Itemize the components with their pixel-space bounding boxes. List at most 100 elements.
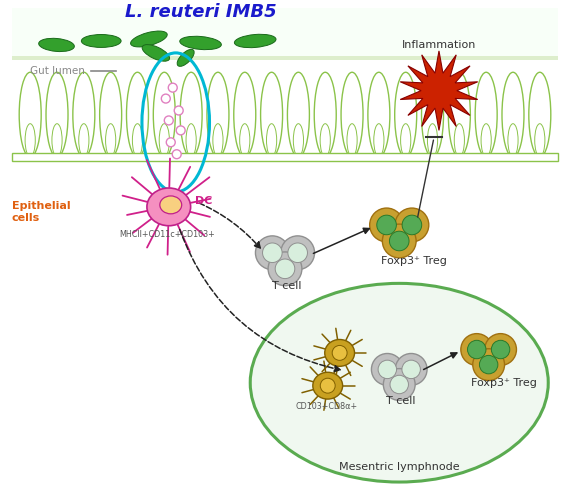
- Ellipse shape: [401, 123, 411, 157]
- Ellipse shape: [147, 188, 190, 226]
- Text: Inflammation: Inflammation: [402, 40, 476, 50]
- Circle shape: [479, 355, 498, 374]
- Circle shape: [382, 224, 416, 258]
- Ellipse shape: [454, 123, 465, 157]
- Ellipse shape: [234, 72, 256, 157]
- Ellipse shape: [250, 284, 548, 482]
- Bar: [12, 153, 558, 161]
- Circle shape: [491, 340, 510, 359]
- Text: L. reuteri IMB5: L. reuteri IMB5: [125, 3, 276, 21]
- Bar: [12, 56, 558, 60]
- Ellipse shape: [180, 36, 221, 50]
- Polygon shape: [400, 51, 478, 130]
- Text: Foxp3⁺ Treg: Foxp3⁺ Treg: [471, 378, 536, 387]
- Ellipse shape: [105, 123, 116, 157]
- Ellipse shape: [341, 72, 363, 157]
- Circle shape: [402, 360, 421, 379]
- Text: DC: DC: [194, 196, 212, 206]
- Ellipse shape: [177, 49, 194, 66]
- Text: MHCII+CD11c+CD103+: MHCII+CD11c+CD103+: [119, 230, 215, 239]
- Circle shape: [255, 236, 289, 270]
- Circle shape: [281, 236, 315, 270]
- Text: Gut lumen: Gut lumen: [30, 66, 84, 76]
- Circle shape: [473, 349, 504, 381]
- Ellipse shape: [131, 31, 167, 47]
- Ellipse shape: [160, 196, 182, 214]
- Circle shape: [467, 340, 486, 359]
- Bar: [12, 8, 558, 58]
- Circle shape: [390, 375, 409, 394]
- Ellipse shape: [73, 72, 95, 157]
- Circle shape: [384, 368, 415, 400]
- Circle shape: [168, 83, 177, 92]
- Circle shape: [263, 243, 282, 263]
- Ellipse shape: [368, 72, 390, 157]
- Ellipse shape: [347, 123, 357, 157]
- Ellipse shape: [234, 34, 276, 48]
- Text: Mesentric lymphnode: Mesentric lymphnode: [339, 462, 459, 472]
- Circle shape: [461, 334, 492, 366]
- Circle shape: [320, 378, 335, 393]
- Ellipse shape: [267, 123, 276, 157]
- Ellipse shape: [320, 123, 331, 157]
- Ellipse shape: [502, 72, 524, 157]
- Text: T cell: T cell: [272, 281, 302, 291]
- Ellipse shape: [481, 123, 491, 157]
- Ellipse shape: [153, 72, 176, 157]
- Ellipse shape: [535, 123, 545, 157]
- Circle shape: [389, 231, 409, 251]
- Ellipse shape: [180, 72, 202, 157]
- Circle shape: [395, 208, 429, 242]
- Ellipse shape: [127, 72, 148, 157]
- Text: CD103+CD8α+: CD103+CD8α+: [296, 402, 358, 410]
- Ellipse shape: [394, 72, 417, 157]
- Ellipse shape: [52, 123, 62, 157]
- Ellipse shape: [213, 123, 223, 157]
- Ellipse shape: [428, 123, 438, 157]
- Ellipse shape: [25, 123, 35, 157]
- Ellipse shape: [19, 72, 41, 157]
- Ellipse shape: [508, 123, 518, 157]
- Circle shape: [288, 243, 307, 263]
- Ellipse shape: [132, 123, 142, 157]
- Circle shape: [484, 334, 516, 366]
- Text: T cell: T cell: [386, 396, 416, 406]
- Ellipse shape: [529, 72, 551, 157]
- Ellipse shape: [325, 340, 355, 366]
- Circle shape: [268, 252, 302, 285]
- Ellipse shape: [79, 123, 89, 157]
- Ellipse shape: [100, 72, 121, 157]
- Circle shape: [395, 353, 427, 386]
- Circle shape: [378, 360, 397, 379]
- Circle shape: [172, 150, 181, 159]
- Ellipse shape: [294, 123, 303, 157]
- Ellipse shape: [39, 39, 74, 52]
- Ellipse shape: [475, 72, 497, 157]
- Circle shape: [402, 215, 422, 235]
- Circle shape: [161, 94, 170, 103]
- Circle shape: [164, 116, 173, 125]
- Ellipse shape: [314, 72, 336, 157]
- Circle shape: [174, 106, 183, 115]
- Ellipse shape: [207, 72, 229, 157]
- Ellipse shape: [46, 72, 68, 157]
- Ellipse shape: [142, 44, 170, 61]
- Circle shape: [176, 126, 185, 135]
- Ellipse shape: [313, 372, 343, 399]
- Circle shape: [166, 138, 175, 147]
- Ellipse shape: [159, 123, 169, 157]
- Circle shape: [377, 215, 396, 235]
- Circle shape: [372, 353, 403, 386]
- Ellipse shape: [239, 123, 250, 157]
- Circle shape: [370, 208, 404, 242]
- Ellipse shape: [374, 123, 384, 157]
- Ellipse shape: [449, 72, 470, 157]
- Ellipse shape: [186, 123, 196, 157]
- Circle shape: [275, 259, 295, 279]
- Ellipse shape: [287, 72, 310, 157]
- Ellipse shape: [82, 35, 121, 47]
- Text: Foxp3⁺ Treg: Foxp3⁺ Treg: [381, 257, 447, 266]
- Ellipse shape: [422, 72, 443, 157]
- Text: Epithelial
cells: Epithelial cells: [12, 201, 71, 223]
- Ellipse shape: [260, 72, 283, 157]
